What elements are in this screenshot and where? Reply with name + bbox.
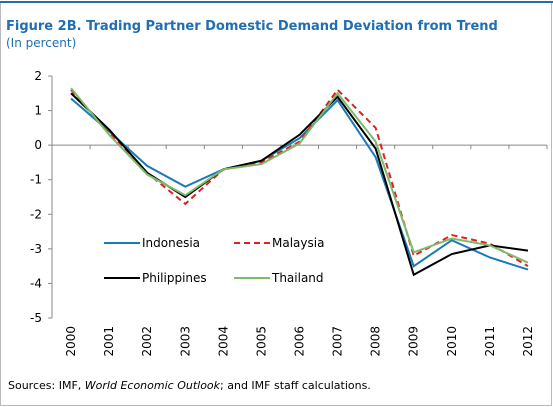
y-tick-label: -1 [30, 173, 42, 187]
x-tick-label: 2011 [483, 326, 497, 357]
x-tick-label: 2004 [216, 326, 230, 357]
series-line [70, 87, 529, 264]
chart-title: Figure 2B. Trading Partner Domestic Dema… [6, 19, 498, 34]
chart-subtitle: (In percent) [6, 36, 76, 50]
series-line [70, 97, 529, 271]
legend-label: Indonesia [142, 236, 200, 250]
x-tick-label: 2006 [293, 326, 307, 357]
y-tick-label: 0 [34, 138, 42, 152]
x-tick-label: 2001 [102, 326, 116, 357]
y-tick-label: 1 [34, 104, 42, 118]
y-tick-label: -2 [30, 207, 42, 221]
x-tick-label: 2003 [178, 326, 192, 357]
legend-label: Philippines [142, 271, 207, 285]
x-tick-label: 2009 [407, 326, 421, 357]
x-tick-label: 2002 [140, 326, 154, 357]
x-tick-label: 2005 [254, 326, 268, 357]
source-part: ; and IMF staff calculations. [220, 379, 371, 392]
legend-label: Malaysia [272, 236, 324, 250]
x-tick-label: 2007 [331, 326, 345, 357]
source: Sources: IMF, World Economic Outlook; an… [8, 379, 371, 392]
x-tick-label: 2008 [369, 326, 383, 357]
x-tick-label: 2012 [521, 326, 535, 357]
x-tick-label: 2010 [445, 326, 459, 357]
x-tick-label: 2000 [64, 326, 78, 357]
legend-label: Thailand [271, 271, 324, 285]
y-tick-label: -3 [30, 242, 42, 256]
y-tick-label: -4 [30, 276, 42, 290]
source-part: World Economic Outlook [85, 379, 221, 392]
y-tick-label: -5 [30, 311, 42, 325]
y-tick-label: 2 [34, 69, 42, 83]
source-part: Sources: IMF, [8, 379, 85, 392]
series-line [70, 92, 529, 277]
